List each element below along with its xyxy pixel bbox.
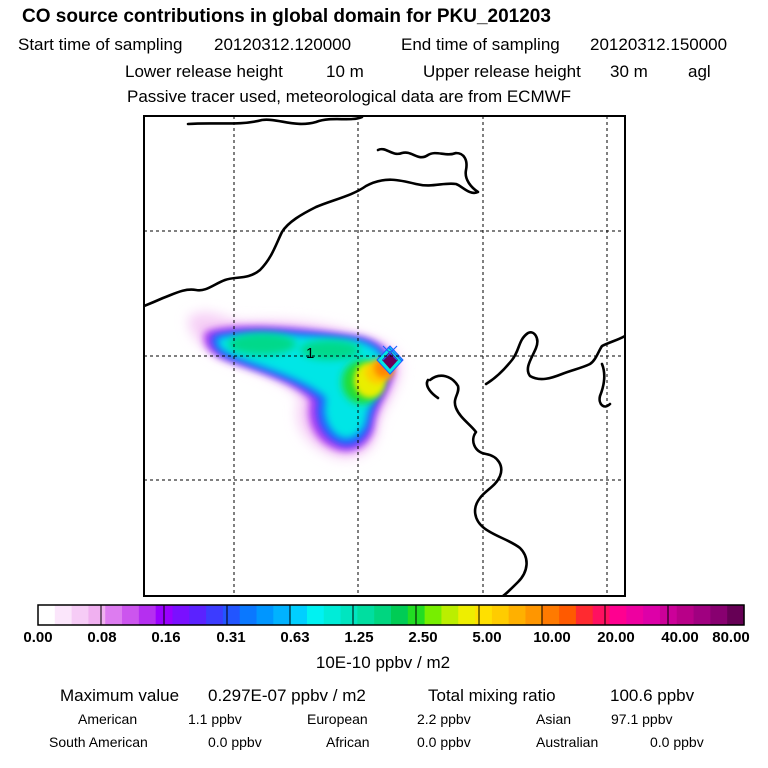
upper-release-value: 30 m — [610, 62, 648, 81]
colorbar-cell — [71, 605, 90, 625]
colorbar-cell — [609, 605, 627, 625]
chart-title: CO source contributions in global domain… — [22, 6, 551, 27]
colorbar-tick-4: 0.63 — [280, 629, 310, 646]
start-time-label: Start time of sampling — [18, 35, 183, 54]
colorbar-cells — [38, 605, 745, 625]
colorbar-dividers — [100, 605, 669, 625]
colorbar-frame — [37, 604, 745, 626]
plume-cyan — [217, 334, 386, 439]
colorbar-cell — [172, 605, 190, 625]
map-frame — [143, 115, 626, 597]
colorbar-cell — [525, 605, 543, 625]
total-mixing-label: Total mixing ratio — [428, 686, 556, 705]
colorbar-cell — [391, 605, 409, 625]
lower-release-value: 10 m — [326, 62, 364, 81]
colorbar-cell — [88, 605, 106, 625]
colorbar-cell — [424, 605, 443, 625]
tracer-note: Passive tracer used, meteorological data… — [127, 87, 572, 106]
colorbar-tick-5: 1.25 — [344, 629, 374, 646]
colorbar-cell — [290, 605, 308, 625]
colorbar-tick-6: 2.50 — [408, 629, 438, 646]
lower-release-label: Lower release height — [125, 62, 283, 81]
colorbar-cell — [407, 605, 426, 625]
start-time-value: 20120312.120000 — [214, 35, 352, 54]
region-value-asian: 97.1 ppbv — [611, 711, 673, 727]
region-name-american: American — [78, 711, 138, 727]
colorbar-tick-2: 0.16 — [151, 629, 181, 646]
region-name-australian: Australian — [536, 734, 599, 750]
region-name-african: African — [326, 734, 370, 750]
height-unit: agl — [688, 62, 711, 81]
colorbar-tick-10: 40.00 — [661, 629, 699, 646]
colorbar-cell — [54, 605, 73, 625]
colorbar-tick-7: 5.00 — [472, 629, 502, 646]
colorbar-unit-label: 10E-10 ppbv / m2 — [315, 653, 451, 672]
colorbar-cell — [626, 605, 644, 625]
colorbar-tick-11: 80.00 — [712, 629, 750, 646]
region-value-australian: 0.0 ppbv — [650, 734, 704, 750]
end-time-label: End time of sampling — [401, 35, 560, 54]
colorbar-tick-3: 0.31 — [216, 629, 246, 646]
region-name-south-american: South American — [49, 734, 148, 750]
colorbar-cell — [676, 605, 695, 625]
map-gridlines — [144, 116, 625, 596]
colorbar-tick-8: 10.00 — [533, 629, 571, 646]
colorbar-cell — [206, 605, 224, 625]
region-value-european: 2.2 ppbv — [417, 711, 471, 727]
coastlines — [144, 116, 625, 596]
colorbar-cell — [592, 605, 611, 625]
colorbar-tick-9: 20.00 — [597, 629, 635, 646]
colorbar-cell — [357, 605, 375, 625]
colorbar-cell — [38, 605, 56, 625]
colorbar-cell — [256, 605, 274, 625]
colorbar-cell — [559, 605, 577, 625]
colorbar-cell — [458, 605, 476, 625]
colorbar-cell — [508, 605, 527, 625]
colorbar-cell — [306, 605, 325, 625]
colorbar-cell — [239, 605, 258, 625]
colorbar-cell — [340, 605, 358, 625]
max-value-label: Maximum value — [60, 686, 180, 705]
colorbar-cell — [491, 605, 510, 625]
region-value-american: 1.1 ppbv — [188, 711, 242, 727]
colorbar-cell — [710, 605, 728, 625]
colorbar-cell — [122, 605, 140, 625]
colorbar-cell — [189, 605, 207, 625]
colorbar-cell — [222, 605, 241, 625]
colorbar-cell — [475, 605, 493, 625]
colorbar-cell — [105, 605, 123, 625]
region-name-asian: Asian — [536, 711, 572, 727]
region-value-african: 0.0 ppbv — [417, 734, 471, 750]
colorbar-cell — [727, 605, 745, 625]
receptor-label: 1 — [306, 345, 314, 362]
total-mixing-value: 100.6 ppbv — [610, 686, 695, 705]
region-value-south-american: 0.0 ppbv — [208, 734, 262, 750]
colorbar-cell — [374, 605, 392, 625]
end-time-value: 20120312.150000 — [590, 35, 728, 54]
colorbar-cell — [693, 605, 711, 625]
colorbar-cell — [441, 605, 459, 625]
colorbar-tick-1: 0.08 — [87, 629, 117, 646]
colorbar-cell — [575, 605, 594, 625]
colorbar-cell — [643, 605, 661, 625]
region-name-european: European — [307, 711, 368, 727]
colorbar-cell — [273, 605, 291, 625]
colorbar-cell — [659, 605, 678, 625]
max-value: 0.297E-07 ppbv / m2 — [208, 686, 366, 705]
concentration-field — [188, 312, 404, 459]
upper-release-label: Upper release height — [423, 62, 581, 81]
receptor-marker — [382, 345, 403, 362]
colorbar-cell — [542, 605, 560, 625]
colorbar-cell — [138, 605, 157, 625]
colorbar-tick-0: 0.00 — [23, 629, 53, 646]
colorbar-cell — [323, 605, 342, 625]
